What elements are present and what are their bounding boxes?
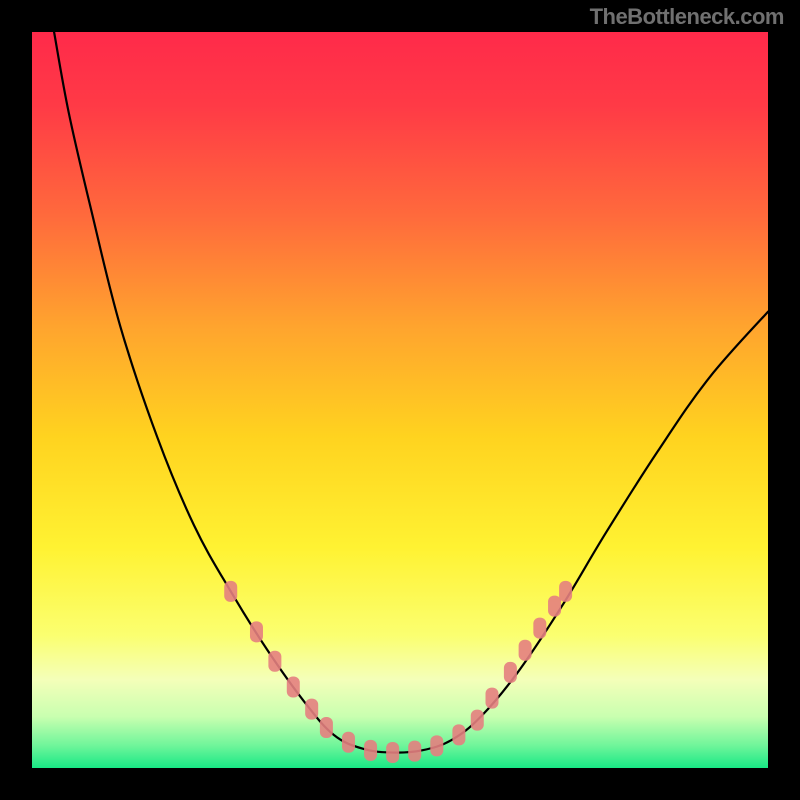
data-marker — [408, 741, 421, 762]
data-marker — [504, 662, 517, 683]
data-marker — [342, 732, 355, 753]
data-marker — [305, 699, 318, 720]
watermark-text: TheBottleneck.com — [590, 4, 784, 30]
data-marker — [559, 581, 572, 602]
data-marker — [386, 742, 399, 763]
plot-svg — [32, 32, 768, 768]
data-marker — [471, 710, 484, 731]
data-marker — [250, 621, 263, 642]
data-marker — [224, 581, 237, 602]
data-marker — [486, 688, 499, 709]
data-marker — [320, 717, 333, 738]
data-marker — [533, 618, 546, 639]
data-marker — [430, 735, 443, 756]
plot-area — [32, 32, 768, 768]
data-marker — [287, 677, 300, 698]
data-marker — [548, 596, 561, 617]
data-marker — [519, 640, 532, 661]
chart-frame: TheBottleneck.com — [0, 0, 800, 800]
data-marker — [364, 740, 377, 761]
data-marker — [452, 724, 465, 745]
data-marker — [268, 651, 281, 672]
gradient-background — [32, 32, 768, 768]
